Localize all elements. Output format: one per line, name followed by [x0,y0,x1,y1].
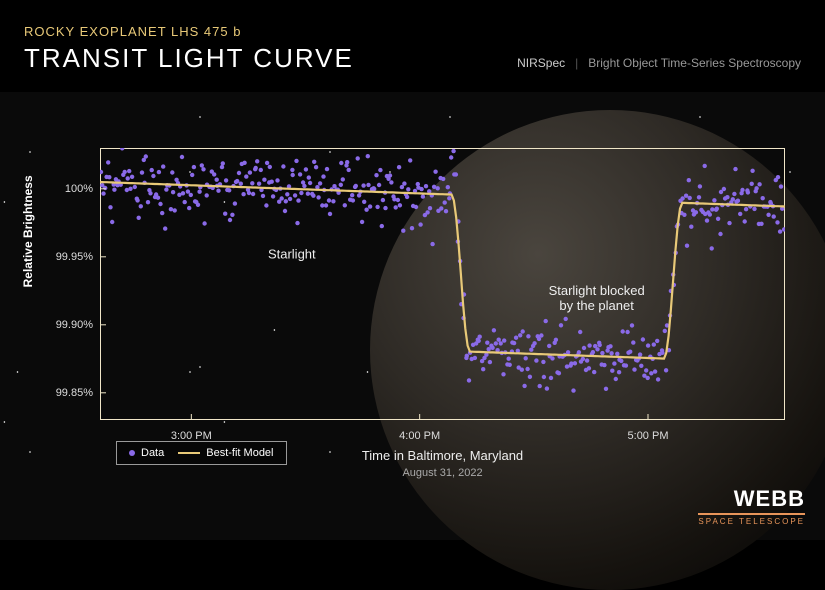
legend-model: Best-fit Model [178,447,273,459]
xtick-label: 4:00 PM [399,430,440,442]
xtick-label: 5:00 PM [628,430,669,442]
header: ROCKY EXOPLANET LHS 475 b TRANSIT LIGHT … [0,0,825,92]
logo-sub: SPACE TELESCOPE [698,513,805,526]
object-subtitle: ROCKY EXOPLANET LHS 475 b [24,24,801,39]
webb-logo: WEBB SPACE TELESCOPE [698,486,805,526]
xtick-label: 3:00 PM [171,430,212,442]
chart-container: Relative Brightness Data Best-fit Model … [100,148,785,479]
chart-annotation: Starlight blocked by the planet [549,283,645,313]
instrument-info: NIRSpec | Bright Object Time-Series Spec… [517,56,801,70]
legend-line-icon [178,452,200,454]
ytick-label: 100% [65,183,93,195]
divider: | [575,56,578,70]
ytick-label: 99.85% [56,387,93,399]
logo-main: WEBB [698,486,805,512]
ytick-label: 99.95% [56,251,93,263]
legend: Data Best-fit Model [116,441,287,465]
light-curve-chart [100,148,785,420]
chart-annotation: Starlight [268,247,316,262]
x-axis-date: August 31, 2022 [100,467,785,479]
legend-dot-icon [129,450,135,456]
legend-data: Data [129,447,164,459]
instrument-name: NIRSpec [517,56,565,70]
instrument-mode: Bright Object Time-Series Spectroscopy [588,56,801,70]
y-axis-label: Relative Brightness [21,175,35,287]
ytick-label: 99.90% [56,319,93,331]
